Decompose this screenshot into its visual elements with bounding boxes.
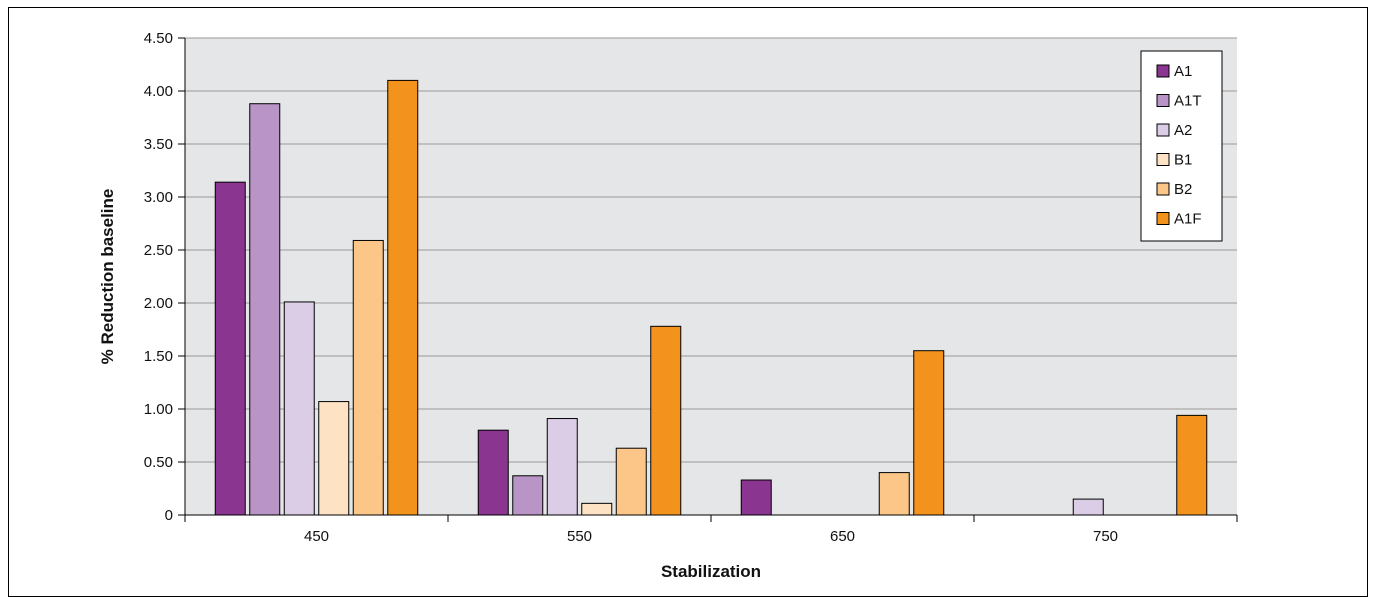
legend-label-a2: A2 xyxy=(1174,122,1192,139)
y-tick-label: 1.00 xyxy=(144,401,173,418)
bar-b1-550 xyxy=(581,502,613,516)
bars-group xyxy=(214,79,1208,516)
bar-a1t-450 xyxy=(249,103,281,516)
bar-a1f-750 xyxy=(1176,414,1208,516)
y-tick-label: 0.50 xyxy=(144,454,173,471)
bar-a2-750 xyxy=(1072,498,1104,516)
y-axis-title: % Reduction baseline xyxy=(98,189,117,365)
y-tick-label: 1.50 xyxy=(144,348,173,365)
y-tick-labels: 0 0.50 1.00 1.50 2.00 2.50 3.00 3.50 4.00 4.50 xyxy=(144,30,173,524)
bar-b2-450 xyxy=(352,239,384,516)
legend-swatch-a1 xyxy=(1156,64,1170,78)
legend-box xyxy=(1140,50,1223,242)
y-tick-label: 2.00 xyxy=(144,295,173,312)
legend-swatch-a1f xyxy=(1156,212,1170,225)
legend-swatch-b1 xyxy=(1156,153,1170,166)
bar-a1-650 xyxy=(740,479,772,516)
legend-label-b1: B1 xyxy=(1174,152,1192,169)
legend-label-a1: A1 xyxy=(1174,63,1192,80)
bar-b1-450 xyxy=(318,401,350,516)
y-tick-label: 4.00 xyxy=(144,83,173,100)
bar-a2-550 xyxy=(546,418,578,516)
y-tick-label: 0 xyxy=(165,507,173,524)
x-tick-label: 650 xyxy=(830,528,855,545)
legend-label-a1f: A1F xyxy=(1174,211,1202,228)
bar-a1t-550 xyxy=(512,475,544,516)
x-tick-label: 550 xyxy=(567,528,592,545)
legend-label-a1t: A1T xyxy=(1174,93,1202,110)
y-tick-label: 3.50 xyxy=(144,136,173,153)
x-tick-label: 450 xyxy=(304,528,329,545)
bar-a1f-450 xyxy=(387,79,419,516)
bar-a2-450 xyxy=(283,301,315,516)
legend-label-b2: B2 xyxy=(1174,181,1192,198)
legend-swatch-a2 xyxy=(1156,123,1170,137)
legend-swatch-b2 xyxy=(1156,182,1170,196)
axes xyxy=(178,37,1238,522)
bar-a1f-650 xyxy=(913,350,945,516)
y-tick-label: 3.00 xyxy=(144,189,173,206)
bar-b2-550 xyxy=(615,447,647,516)
y-tick-label: 4.50 xyxy=(144,30,173,47)
x-tick-label: 750 xyxy=(1093,528,1118,545)
legend: A1 A1T A2 B1 B2 A1F xyxy=(1140,50,1223,242)
bar-a1-450 xyxy=(214,181,246,516)
bar-b2-650 xyxy=(878,472,910,516)
legend-swatch-a1t xyxy=(1156,94,1170,107)
x-axis-title: Stabilization xyxy=(661,562,761,581)
x-tick-labels: 450 550 650 750 xyxy=(304,528,1118,545)
y-tick-label: 2.50 xyxy=(144,242,173,259)
bar-a1-550 xyxy=(477,429,509,516)
bar-a1f-550 xyxy=(650,325,682,516)
